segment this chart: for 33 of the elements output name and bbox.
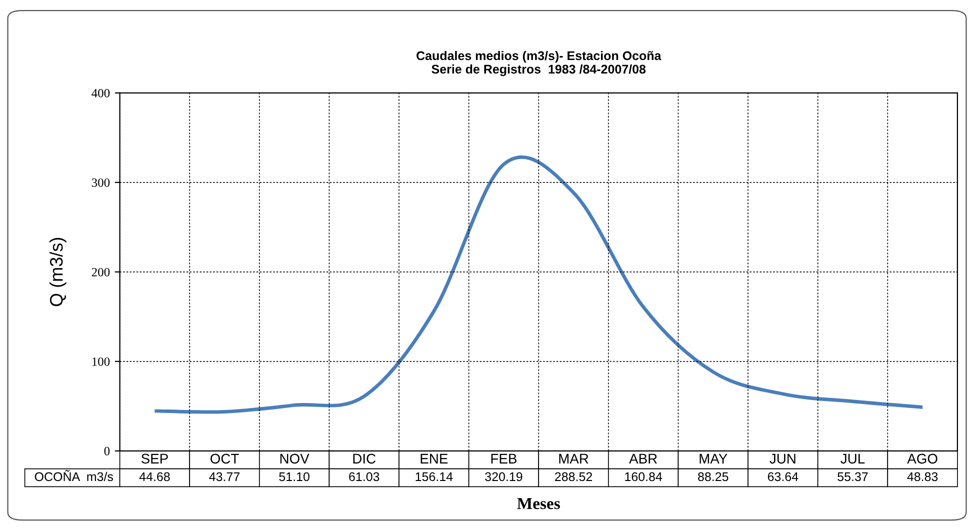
x-tick-label: FEB xyxy=(491,454,516,464)
data-label: 88.25 xyxy=(698,472,728,482)
data-label: 44.68 xyxy=(139,472,170,482)
y-tick-label: 300 xyxy=(92,178,110,187)
data-label: 160.84 xyxy=(625,472,662,482)
y-tick-label: 200 xyxy=(92,268,110,276)
data-label: 63.64 xyxy=(768,472,798,482)
x-tick-label: ABR xyxy=(629,454,657,464)
data-label: 320.19 xyxy=(485,472,522,482)
data-label: 51.10 xyxy=(279,472,310,482)
x-tick-label: JUN xyxy=(770,454,796,464)
x-tick-label: MAY xyxy=(700,454,728,464)
y-tick-label: 0 xyxy=(104,446,110,456)
x-tick-label: DIC xyxy=(353,454,376,464)
y-axis-title: Q (m3/s) xyxy=(50,238,66,306)
data-label: 288.52 xyxy=(555,472,592,482)
y-tick-label: 100 xyxy=(92,357,110,366)
x-tick-label: NOV xyxy=(280,454,310,464)
x-axis-title: Meses xyxy=(517,498,560,510)
x-tick-label: ENE xyxy=(420,454,448,464)
x-tick-label: SEP xyxy=(141,454,168,464)
y-tick-label: 400 xyxy=(92,88,110,98)
data-label: 43.77 xyxy=(209,472,240,482)
chart-title: Caudales medios (m3/s)- Estacion Ocoña Serie de Registros 1983 /84-2007/08 xyxy=(416,50,662,76)
data-label: 48.83 xyxy=(907,472,938,482)
data-label: 156.14 xyxy=(416,472,453,482)
data-label: 61.03 xyxy=(349,472,380,482)
data-label: 55.37 xyxy=(838,472,868,482)
x-tick-label: MAR xyxy=(559,454,588,464)
x-tick-label: AGO xyxy=(907,454,938,464)
text: OCOÑA m3/s xyxy=(34,470,114,482)
x-tick-label: OCT xyxy=(210,454,239,464)
x-tick-label: JUL xyxy=(840,454,865,464)
